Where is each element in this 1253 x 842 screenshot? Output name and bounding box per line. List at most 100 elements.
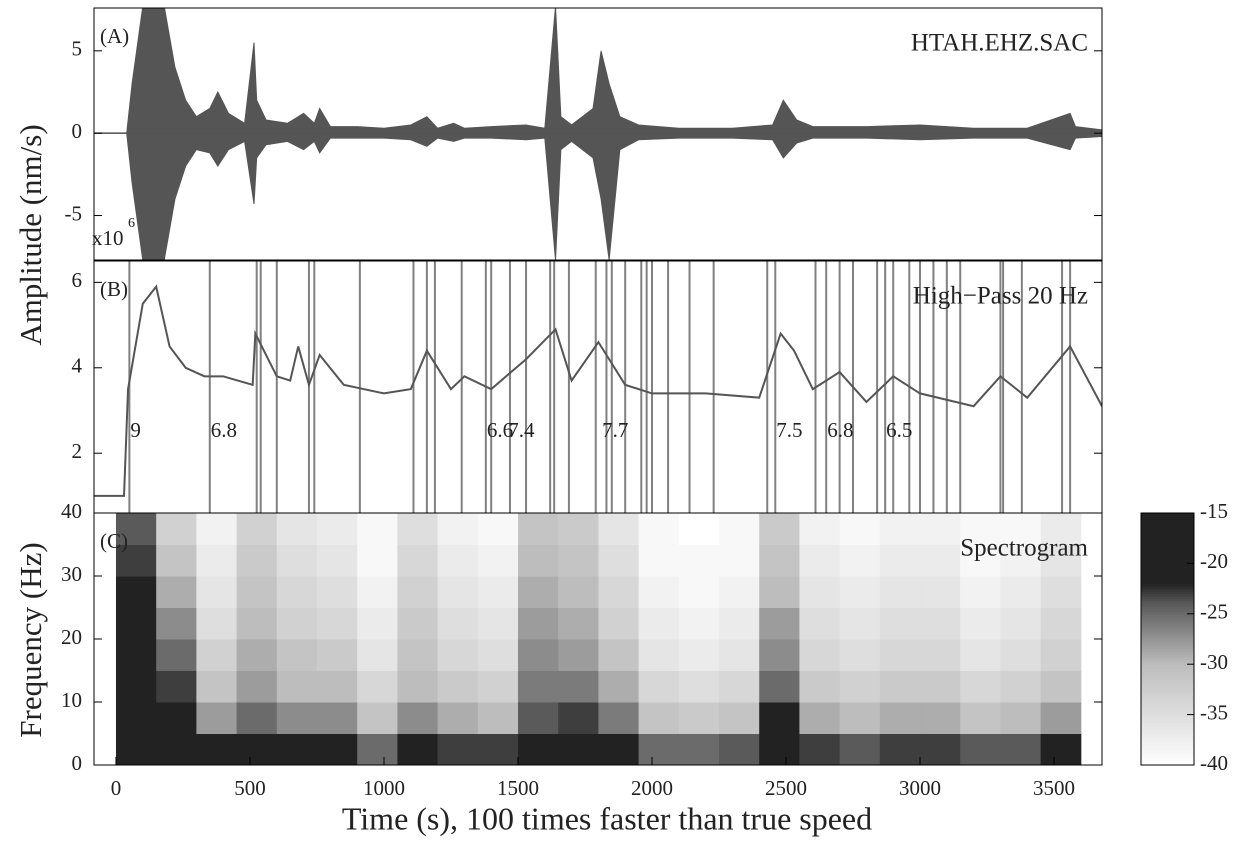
y-tick-label: 5 xyxy=(72,37,83,61)
spectrogram-cell xyxy=(1040,576,1082,608)
spectrogram-cell xyxy=(1000,513,1042,545)
panel xyxy=(94,261,1102,513)
spectrogram-cell xyxy=(839,544,881,577)
spectrogram-cell xyxy=(477,733,519,765)
spectrogram-cell xyxy=(316,607,358,640)
colorbar-swatch xyxy=(1141,633,1194,637)
spectrogram-cell xyxy=(115,670,157,703)
spectrogram-cell xyxy=(719,607,760,640)
spectrogram-cell xyxy=(437,639,479,671)
y-tick-label: 6 xyxy=(72,268,83,292)
spectrogram-cell xyxy=(759,702,800,734)
colorbar-tick-label: -40 xyxy=(1200,751,1228,775)
colorbar-swatch xyxy=(1141,654,1194,658)
panel-title: Spectrogram xyxy=(960,535,1088,562)
spectrogram-cell xyxy=(558,670,599,703)
spectrogram-cell xyxy=(1000,670,1042,703)
panel-label: (A) xyxy=(100,24,129,48)
spectrogram-cell xyxy=(920,544,961,577)
spectrogram-cell xyxy=(276,639,318,671)
colorbar-swatch xyxy=(1141,762,1194,766)
spectrogram-cell xyxy=(477,639,519,671)
colorbar-swatch xyxy=(1141,686,1194,690)
colorbar-swatch xyxy=(1141,749,1194,753)
spectrogram-cell xyxy=(236,670,278,703)
spectrogram-cell xyxy=(276,733,318,765)
spectrogram-cell xyxy=(397,670,439,703)
x-tick-label: 0 xyxy=(111,776,122,800)
x-tick-label: 1500 xyxy=(497,776,539,800)
spectrogram-cell xyxy=(156,544,197,577)
colorbar-swatch xyxy=(1141,684,1194,688)
spectrogram-cell xyxy=(517,513,559,545)
spectrogram-cell xyxy=(759,670,800,703)
spectrogram-cell xyxy=(920,607,961,640)
colorbar-swatch xyxy=(1141,591,1194,595)
colorbar-swatch xyxy=(1141,666,1194,670)
colorbar-swatch xyxy=(1141,573,1194,577)
spectrogram-cell xyxy=(960,544,1001,577)
spectrogram-cell xyxy=(558,702,599,734)
spectrogram-cell xyxy=(1040,733,1082,765)
colorbar-swatch xyxy=(1141,717,1194,721)
spectrogram-cell xyxy=(678,607,720,640)
spectrogram-cell xyxy=(678,702,720,734)
spectrogram-cell xyxy=(397,576,439,608)
spectrogram-cell xyxy=(357,733,398,765)
spectrogram-cell xyxy=(799,639,841,671)
colorbar-swatch xyxy=(1141,543,1194,547)
spectrogram-cell xyxy=(920,513,961,545)
spectrogram-cell xyxy=(1000,544,1042,577)
y-tick-label: 0 xyxy=(72,119,83,143)
waveform-envelope xyxy=(94,8,1102,134)
spectrogram-cell xyxy=(316,733,358,765)
spectrogram-cell xyxy=(839,670,881,703)
spectrogram-cell xyxy=(879,733,921,765)
spectrogram-cell xyxy=(839,576,881,608)
spectrogram-cell xyxy=(357,702,398,734)
spectrogram-cell xyxy=(276,576,318,608)
exponent: 6 xyxy=(128,216,135,231)
spectrogram-cell xyxy=(397,639,439,671)
spectrogram-cell xyxy=(196,670,238,703)
spectrogram-cell xyxy=(1000,702,1042,734)
spectrogram-cell xyxy=(1040,639,1082,671)
colorbar-swatch xyxy=(1141,518,1194,522)
colorbar-swatch xyxy=(1141,581,1194,585)
spectrogram-cell xyxy=(799,607,841,640)
colorbar-swatch xyxy=(1141,694,1194,698)
colorbar-swatch xyxy=(1141,621,1194,625)
spectrogram-cell xyxy=(1040,670,1082,703)
spectrogram-cell xyxy=(920,733,961,765)
colorbar-swatch xyxy=(1141,689,1194,693)
colorbar-swatch xyxy=(1141,628,1194,632)
colorbar-swatch xyxy=(1141,722,1194,726)
colorbar-swatch xyxy=(1141,616,1194,620)
colorbar-swatch xyxy=(1141,644,1194,648)
colorbar-swatch xyxy=(1141,553,1194,557)
colorbar-swatch xyxy=(1141,598,1194,602)
spectrogram-cell xyxy=(156,702,197,734)
colorbar-swatch xyxy=(1141,664,1194,668)
colorbar-swatch xyxy=(1141,639,1194,643)
spectrogram-cell xyxy=(517,733,559,765)
spectrogram-cell xyxy=(196,576,238,608)
x-tick-label: 2000 xyxy=(631,776,673,800)
spectrogram-cell xyxy=(598,639,640,671)
spectrogram-cell xyxy=(1000,576,1042,608)
spectrogram-cell xyxy=(1040,702,1082,734)
colorbar-swatch xyxy=(1141,742,1194,746)
spectrogram-cell xyxy=(477,607,519,640)
colorbar-swatch xyxy=(1141,545,1194,549)
spectrogram-cell xyxy=(357,576,398,608)
spectrogram-cell xyxy=(196,733,238,765)
spectrogram-cell xyxy=(920,702,961,734)
y-axis-label: Frequency (Hz) xyxy=(13,542,48,737)
colorbar-swatch xyxy=(1141,691,1194,695)
spectrogram-cell xyxy=(719,733,760,765)
colorbar-swatch xyxy=(1141,540,1194,544)
spectrogram-cell xyxy=(357,607,398,640)
colorbar-swatch xyxy=(1141,603,1194,607)
spectrogram-cell xyxy=(517,639,559,671)
